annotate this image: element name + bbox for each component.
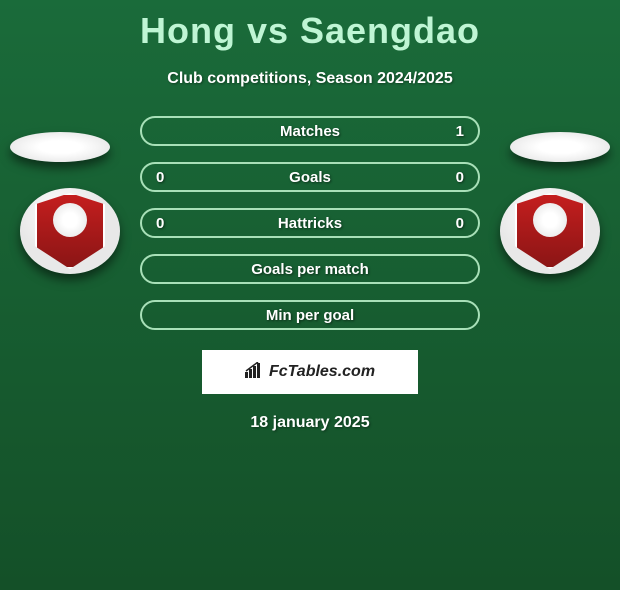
stat-right-value: 0 [444,215,464,232]
club-badge-right [500,188,600,274]
stat-right-value: 1 [444,123,464,140]
site-brand[interactable]: FcTables.com [202,350,418,394]
page-title: Hong vs Saengdao [0,10,620,52]
shield-icon [35,193,105,269]
stat-label: Goals [289,169,331,186]
stat-left-value: 0 [156,169,176,186]
stat-label: Matches [280,123,340,140]
date-label: 18 january 2025 [0,414,620,432]
stat-row-goals-per-match: Goals per match [140,254,480,284]
brand-text: FcTables.com [269,363,375,381]
stats-container: Matches 1 0 Goals 0 0 Hattricks 0 Goals … [140,116,480,330]
stat-row-min-per-goal: Min per goal [140,300,480,330]
stat-row-goals: 0 Goals 0 [140,162,480,192]
stat-left-value: 0 [156,215,176,232]
stat-right-value: 0 [444,169,464,186]
stat-row-hattricks: 0 Hattricks 0 [140,208,480,238]
player-marker-left [10,132,110,162]
player-marker-right [510,132,610,162]
club-badge-left [20,188,120,274]
stat-label: Min per goal [266,307,354,324]
subtitle: Club competitions, Season 2024/2025 [0,70,620,88]
stat-row-matches: Matches 1 [140,116,480,146]
stat-label: Hattricks [278,215,342,232]
stat-label: Goals per match [251,261,369,278]
shield-icon [515,193,585,269]
chart-icon [245,362,265,383]
